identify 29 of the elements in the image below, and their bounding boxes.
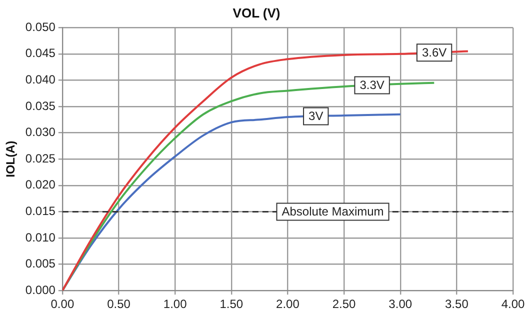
y-tick-label: 0.025 xyxy=(25,151,56,166)
y-tick-label: 0.030 xyxy=(25,125,56,140)
y-tick-label: 0.050 xyxy=(25,20,56,34)
y-tick-label: 0.020 xyxy=(25,178,56,192)
line-series xyxy=(62,82,436,291)
x-tick-label: 2.50 xyxy=(332,297,356,312)
y-tick-label: 0.040 xyxy=(25,72,56,87)
x-tick-label: 0.00 xyxy=(50,297,74,312)
x-tick-label: 1.00 xyxy=(163,297,188,312)
x-tick-label: 3.00 xyxy=(388,297,412,312)
y-tick-label: 0.010 xyxy=(25,230,56,244)
ref-line-label: Absolute Maximum xyxy=(282,204,384,219)
x-tick-label: 4.00 xyxy=(501,297,525,312)
line-series xyxy=(62,113,402,291)
series-label: 3.3V xyxy=(360,78,384,92)
y-tick-label: 0.015 xyxy=(25,204,56,218)
series-label: 3V xyxy=(308,109,324,124)
x-tick-label: 0.50 xyxy=(107,297,131,312)
y-tick-label: 0.045 xyxy=(25,46,56,60)
y-tick-label: 0.035 xyxy=(25,98,56,113)
x-tick-label: 3.50 xyxy=(445,297,469,312)
x-tick-label: 1.50 xyxy=(220,297,244,312)
y-axis-title: IOL(A) xyxy=(4,140,18,178)
series-label: 3.6V xyxy=(422,45,447,60)
y-tick-label: 0.000 xyxy=(25,282,56,297)
y-tick-label: 0.005 xyxy=(25,256,56,271)
x-tick-label: 2.00 xyxy=(276,297,300,312)
line-series xyxy=(62,50,469,291)
chart-title: VOL (V) xyxy=(232,5,280,20)
